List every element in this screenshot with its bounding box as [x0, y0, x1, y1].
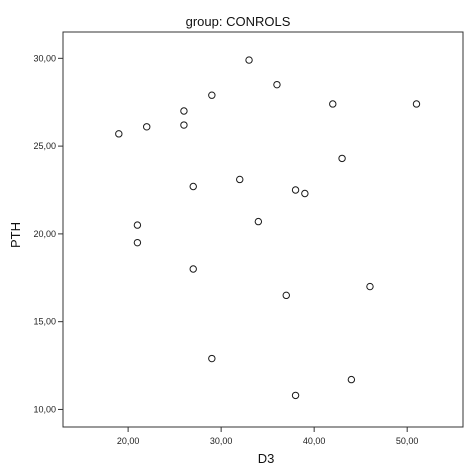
chart-title: group: CONROLS [186, 14, 291, 29]
data-point [245, 56, 253, 64]
x-tick-label: 50,00 [396, 436, 419, 446]
data-point [282, 291, 290, 300]
y-tick-label: 20,00 [33, 229, 56, 239]
plot-area [62, 31, 464, 428]
data-point [208, 91, 216, 99]
x-tick-label: 40,00 [303, 436, 326, 446]
y-tick-label: 30,00 [33, 53, 56, 63]
data-point [412, 100, 421, 108]
y-axis: 10,00 15,00 20,00 25,00 30,00 [33, 53, 63, 414]
data-point [338, 154, 346, 163]
data-point [366, 282, 374, 291]
data-point [133, 238, 142, 247]
data-point [115, 130, 123, 138]
data-point [189, 182, 197, 191]
x-axis-title: D3 [258, 451, 275, 464]
y-tick-label: 10,00 [33, 404, 56, 414]
data-points [115, 56, 421, 400]
x-tick-label: 20,00 [117, 436, 140, 446]
x-tick-label: 30,00 [210, 436, 233, 446]
x-axis: 20,00 30,00 40,00 50,00 [117, 427, 419, 446]
data-point [273, 80, 281, 89]
data-point [143, 123, 151, 131]
data-point [291, 186, 300, 194]
data-point [180, 107, 188, 115]
data-point [329, 100, 337, 108]
data-point [301, 189, 309, 198]
data-point [236, 175, 244, 184]
data-point [254, 217, 263, 226]
data-point [208, 354, 216, 363]
data-point [291, 391, 300, 400]
data-point [189, 265, 197, 273]
y-axis-title: PTH [8, 222, 23, 248]
data-point [347, 375, 356, 384]
y-tick-label: 25,00 [33, 141, 56, 151]
data-point [180, 121, 188, 129]
data-point [133, 221, 142, 229]
y-tick-label: 15,00 [33, 317, 56, 327]
